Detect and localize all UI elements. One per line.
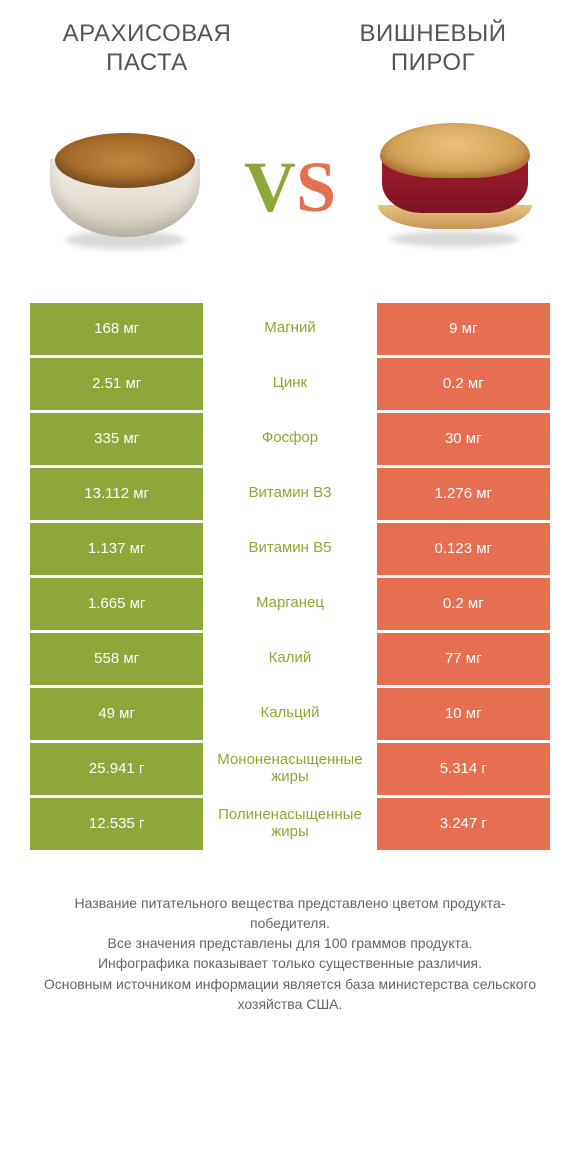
nutrient-label-cell: Магний (203, 303, 376, 355)
left-value-cell: 335 мг (30, 413, 203, 465)
right-value-cell: 0.123 мг (377, 523, 550, 575)
nutrient-label-cell: Цинк (203, 358, 376, 410)
table-row: 168 мгМагний9 мг (30, 303, 550, 355)
right-value-cell: 0.2 мг (377, 578, 550, 630)
left-value-cell: 12.535 г (30, 798, 203, 850)
table-row: 13.112 мгВитамин B31.276 мг (30, 468, 550, 520)
vs-label: VS (244, 146, 336, 229)
right-value-cell: 3.247 г (377, 798, 550, 850)
right-value-cell: 9 мг (377, 303, 550, 355)
nutrient-table: 168 мгМагний9 мг2.51 мгЦинк0.2 мг335 мгФ… (30, 303, 550, 853)
titles-row: АРАХИСОВАЯ ПАСТА ВИШНЕВЫЙ ПИРОГ (30, 20, 550, 78)
left-value-cell: 1.665 мг (30, 578, 203, 630)
table-row: 1.137 мгВитамин B50.123 мг (30, 523, 550, 575)
right-value-cell: 77 мг (377, 633, 550, 685)
vs-v-letter: V (244, 147, 296, 227)
right-product-title: ВИШНЕВЫЙ ПИРОГ (316, 20, 550, 78)
left-value-cell: 49 мг (30, 688, 203, 740)
infographic-container: АРАХИСОВАЯ ПАСТА ВИШНЕВЫЙ ПИРОГ VS 168 м… (0, 0, 580, 1034)
vs-s-letter: S (296, 147, 336, 227)
table-row: 25.941 гМононенасыщенные жиры5.314 г (30, 743, 550, 795)
nutrient-label-cell: Мононенасыщенные жиры (203, 743, 376, 795)
right-value-cell: 1.276 мг (377, 468, 550, 520)
table-row: 12.535 гПолиненасыщенные жиры3.247 г (30, 798, 550, 850)
nutrient-label-cell: Полиненасыщенные жиры (203, 798, 376, 850)
nutrient-label-cell: Витамин B5 (203, 523, 376, 575)
hero-row: VS (30, 103, 550, 273)
right-value-cell: 10 мг (377, 688, 550, 740)
left-value-cell: 25.941 г (30, 743, 203, 795)
table-row: 1.665 мгМарганец0.2 мг (30, 578, 550, 630)
table-row: 2.51 мгЦинк0.2 мг (30, 358, 550, 410)
footnote-text: Название питательного вещества представл… (30, 893, 550, 1015)
nutrient-label-cell: Марганец (203, 578, 376, 630)
right-value-cell: 30 мг (377, 413, 550, 465)
left-product-image (40, 103, 210, 273)
table-row: 558 мгКалий77 мг (30, 633, 550, 685)
nutrient-label-cell: Фосфор (203, 413, 376, 465)
table-row: 49 мгКальций10 мг (30, 688, 550, 740)
peanut-butter-icon (50, 133, 200, 243)
table-row: 335 мгФосфор30 мг (30, 413, 550, 465)
left-value-cell: 13.112 мг (30, 468, 203, 520)
right-value-cell: 0.2 мг (377, 358, 550, 410)
right-product-image (370, 103, 540, 273)
left-value-cell: 558 мг (30, 633, 203, 685)
nutrient-label-cell: Витамин B3 (203, 468, 376, 520)
left-value-cell: 1.137 мг (30, 523, 203, 575)
cherry-pie-icon (370, 123, 540, 253)
right-value-cell: 5.314 г (377, 743, 550, 795)
nutrient-label-cell: Калий (203, 633, 376, 685)
nutrient-label-cell: Кальций (203, 688, 376, 740)
left-value-cell: 2.51 мг (30, 358, 203, 410)
left-product-title: АРАХИСОВАЯ ПАСТА (30, 20, 264, 78)
left-value-cell: 168 мг (30, 303, 203, 355)
